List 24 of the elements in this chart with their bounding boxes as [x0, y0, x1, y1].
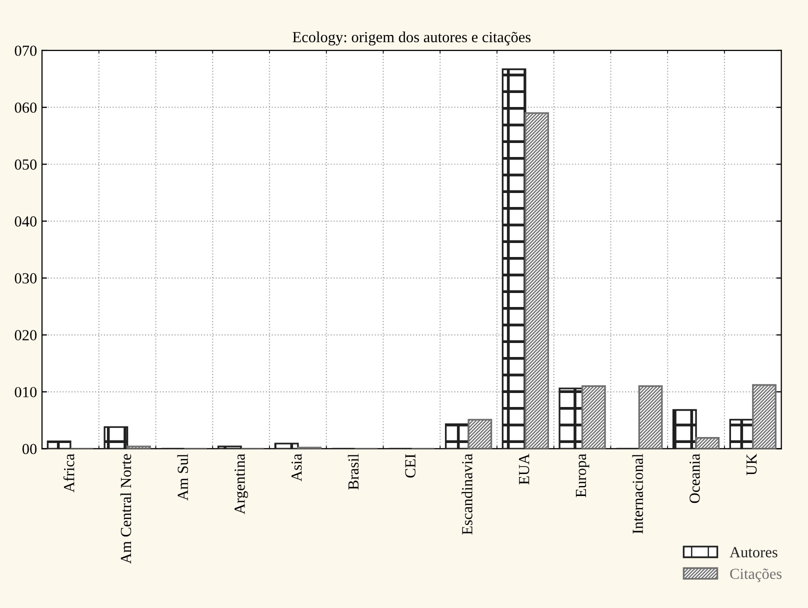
x-tick-label: Europa: [576, 454, 590, 498]
x-tick-label: Argentina: [234, 454, 248, 514]
chart-title: Ecology: origem dos autores e citações: [292, 32, 531, 46]
x-tick-label: Africa: [63, 454, 74, 492]
y-tick-label: 00: [22, 444, 37, 454]
y-tick-label: 050: [14, 159, 37, 170]
y-tick-label: 070: [14, 46, 37, 56]
y-tick-label: 030: [14, 273, 37, 284]
x-tick-label: Brasil: [348, 454, 359, 490]
x-tick-label: CEI: [405, 454, 416, 478]
y-tick-label: 020: [14, 330, 37, 340]
x-tick-label: Internacional: [632, 454, 643, 534]
y-tick-label: 040: [14, 216, 37, 227]
y-tick-label: 060: [14, 102, 37, 113]
legend-label: Citações: [730, 568, 782, 582]
x-tick-label: Asia: [291, 454, 302, 482]
text: Autores: [730, 547, 778, 558]
x-tick-label: UK: [746, 454, 757, 476]
x-tick-label: Escandinavia: [462, 454, 472, 535]
x-tick-label: EUA: [519, 454, 530, 485]
x-tick-label: Oceania: [690, 454, 700, 503]
x-tick-label: Am Sul: [177, 454, 188, 501]
y-tick-label: 010: [14, 386, 37, 398]
x-tick-label: Am Central Norte: [120, 454, 132, 564]
